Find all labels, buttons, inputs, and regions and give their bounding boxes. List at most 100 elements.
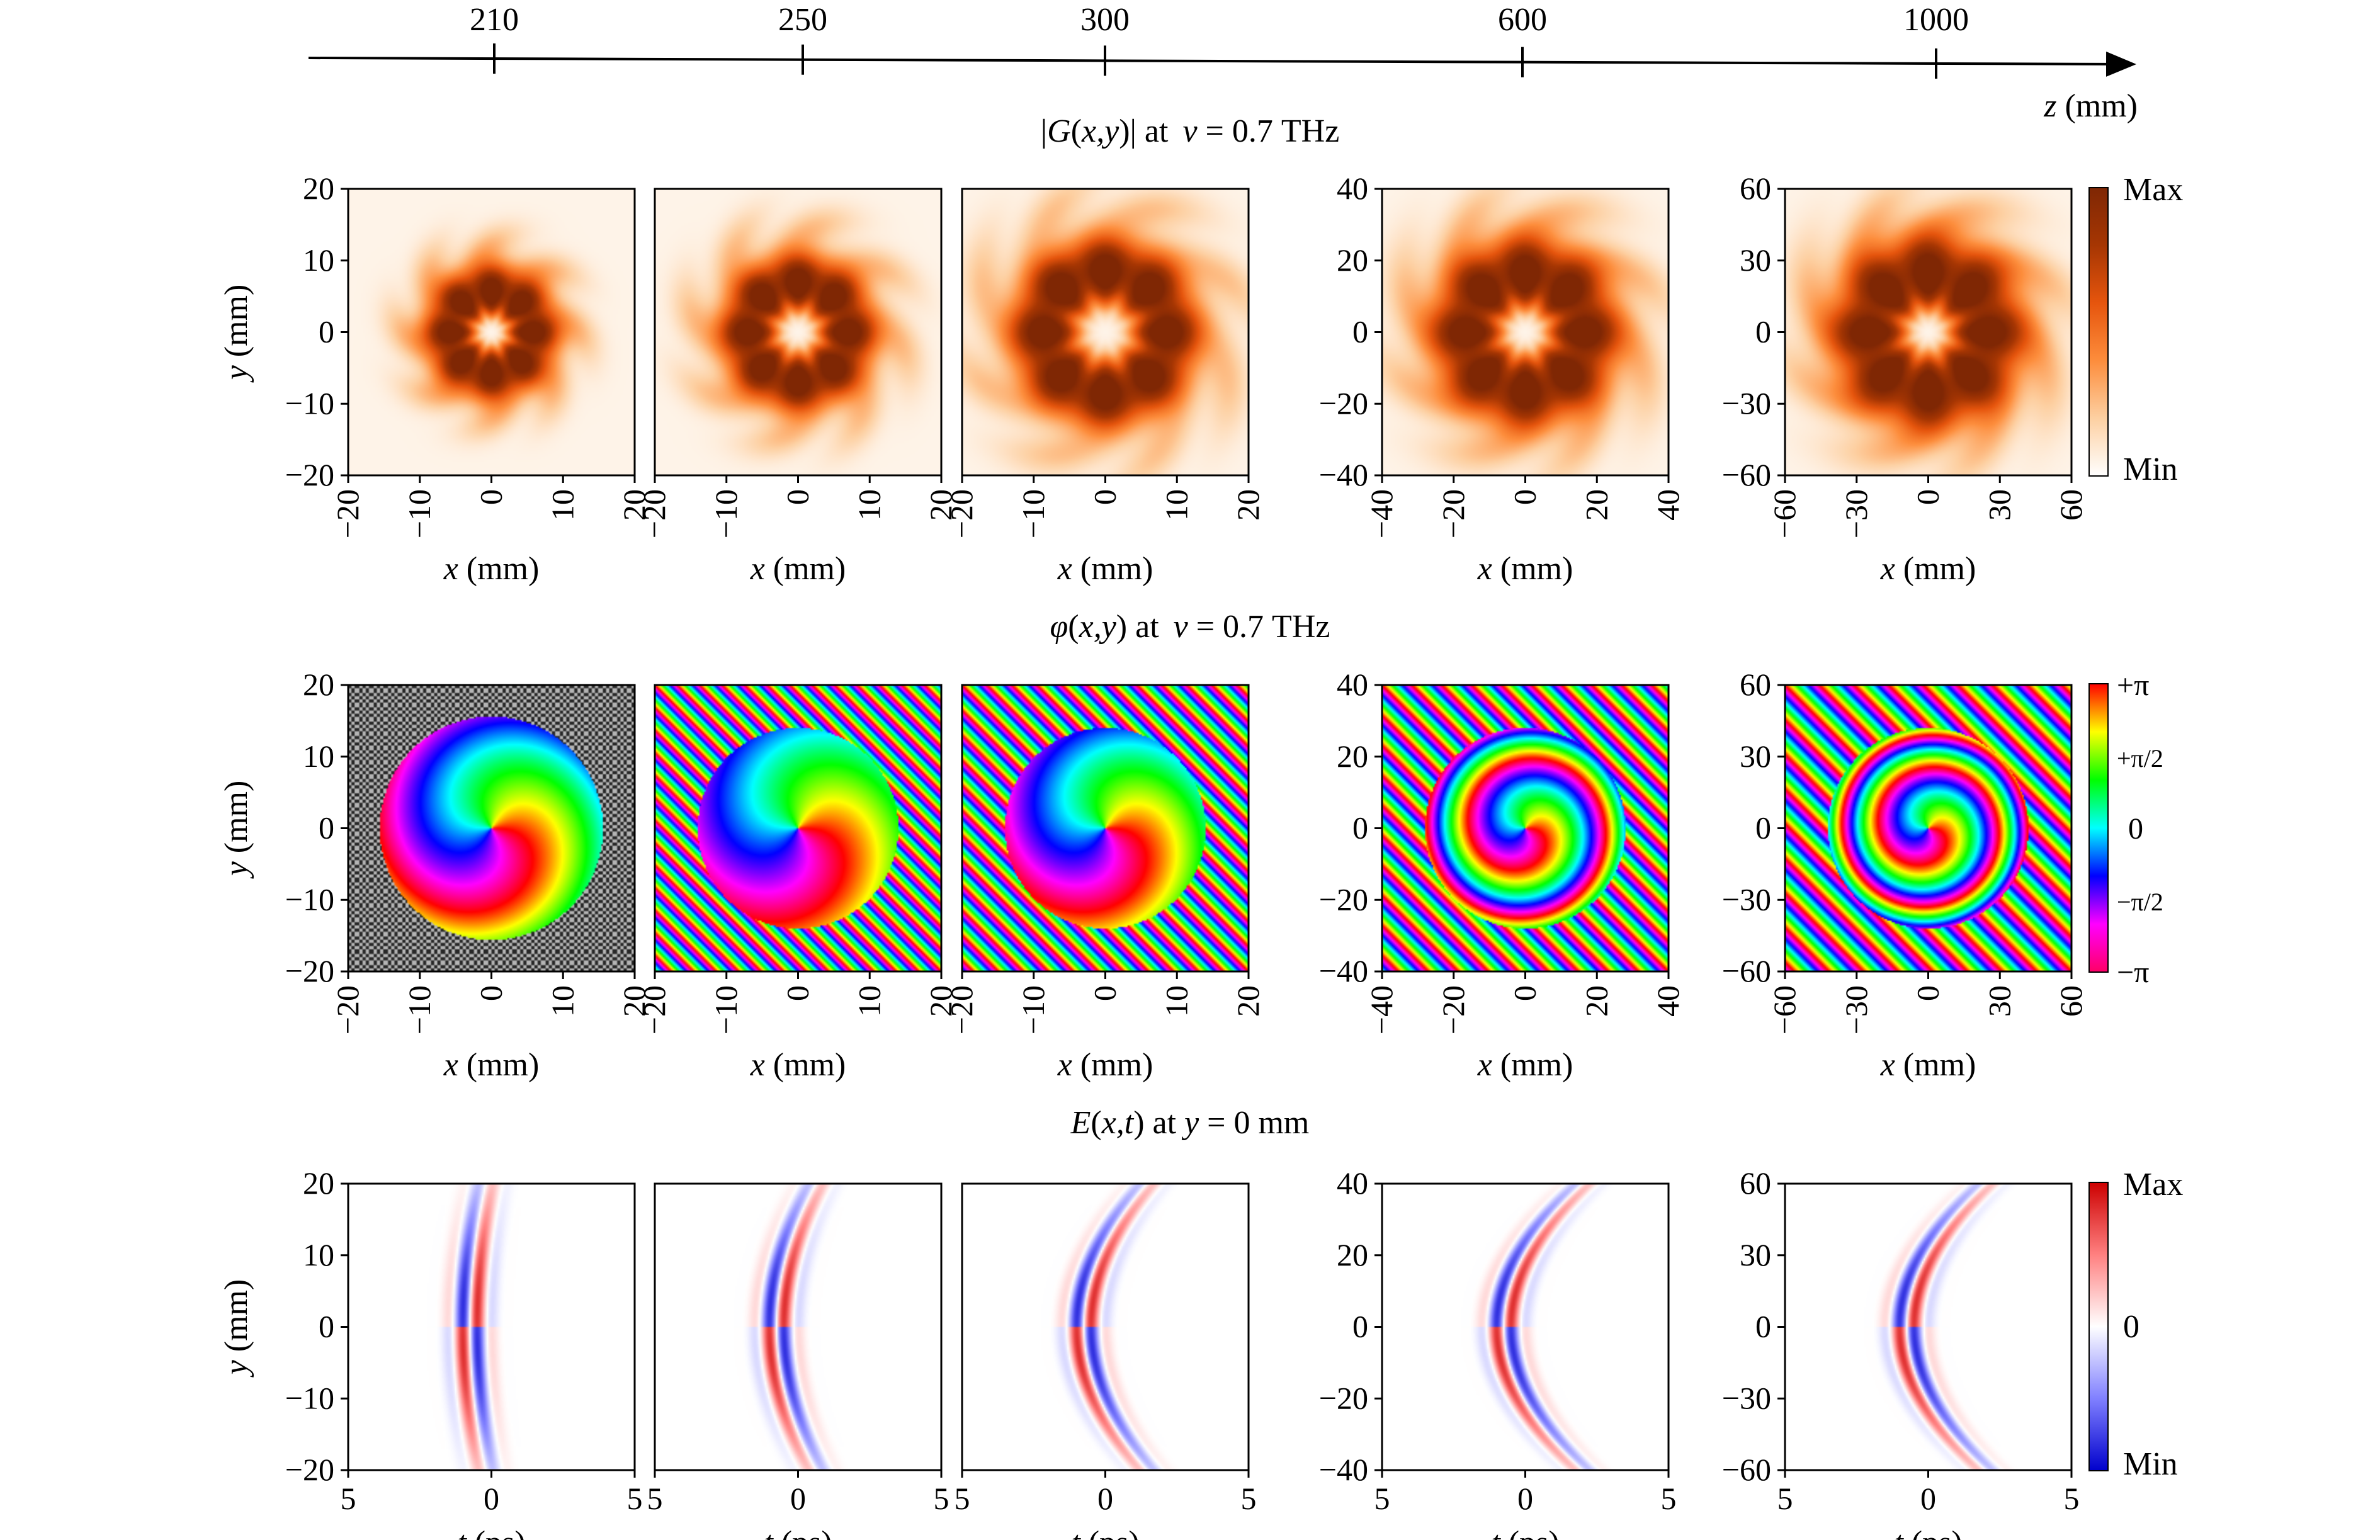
y-tick-label: 0 (319, 314, 334, 349)
amplitude-heatmap-z300 (962, 189, 1249, 475)
x-tick-label: 30 (1981, 489, 2017, 521)
y-tick-label: 0 (1755, 1309, 1771, 1344)
x-tick-label: 0 (1517, 1481, 1533, 1516)
y-tick-label: −10 (285, 385, 334, 421)
x-tick-label: 0 (1087, 985, 1123, 1001)
y-tick-label: 20 (303, 1165, 334, 1201)
x-tick-label: 5 (341, 1481, 356, 1516)
x-tick-label: 5 (1374, 1481, 1390, 1516)
x-tick-label: 5 (647, 1481, 663, 1516)
field-panel-z300: 5 0 5 t (ps) (955, 1182, 1257, 1540)
field-colorbar-min: Min (2123, 1446, 2178, 1482)
field-colorbar: Max 0 Min (2088, 1167, 2183, 1482)
y-tick-label: 0 (319, 810, 334, 846)
x-tick-label: −20 (1436, 489, 1471, 538)
amplitude-heatmap-z250 (655, 189, 941, 475)
x-tick-label: −10 (708, 985, 744, 1034)
x-tick-label: 5 (934, 1481, 949, 1516)
x-tick-label: 40 (1650, 489, 1686, 521)
z-axis: 210 250 300 600 1000 z (mm) (308, 2, 2138, 124)
y-tick-label: 0 (319, 1309, 334, 1344)
x-tick-label: 20 (1230, 985, 1266, 1017)
x-tick-label: 0 (1507, 489, 1543, 505)
t-axis-label: t (ps) (1491, 1525, 1559, 1540)
t-axis-label: t (ps) (764, 1525, 832, 1540)
y-tick-label: −20 (285, 1452, 334, 1487)
y-tick-label: 20 (1337, 242, 1368, 278)
y-tick-label: 20 (303, 667, 334, 702)
y-tick-label: 0 (1352, 1309, 1368, 1344)
amplitude-colorbar-max: Max (2123, 172, 2183, 208)
amplitude-colorbar-gradient (2088, 187, 2109, 477)
y-tick-label: 0 (1755, 314, 1771, 349)
x-tick-label: 20 (616, 489, 652, 521)
field-row-title: E(x,t) at y = 0 mm (1070, 1105, 1310, 1141)
y-axis-label: y (mm) (218, 1279, 254, 1378)
amplitude-heatmap-z210 (348, 189, 635, 475)
x-tick-label: 30 (1981, 985, 2017, 1017)
x-axis-label: x (mm) (750, 1047, 846, 1083)
x-tick-label: 10 (545, 489, 580, 521)
field-colorbar-max: Max (2123, 1167, 2183, 1203)
y-tick-label: 20 (303, 171, 334, 206)
y-tick-label: 40 (1337, 171, 1368, 206)
x-tick-label: 0 (1910, 489, 1946, 505)
y-tick-label: 40 (1337, 667, 1368, 702)
x-tick-label: −40 (1364, 489, 1399, 538)
x-tick-label: −20 (637, 489, 672, 538)
x-axis-label: x (mm) (1880, 1047, 1976, 1083)
field-panel-z250: 5 0 5 t (ps) (647, 1182, 949, 1540)
field-heatmap-z1000 (1785, 1184, 2071, 1470)
y-tick-label: 60 (1740, 171, 1771, 206)
phase-heatmap-z210 (348, 685, 635, 971)
x-tick-label: −60 (1767, 985, 1802, 1034)
x-tick-label: 0 (473, 985, 509, 1001)
y-tick-label: −20 (1319, 881, 1368, 917)
phase-colorbar-label-minus-pi: −π (2117, 956, 2149, 989)
phase-colorbar-label-zero: 0 (2128, 812, 2143, 846)
x-tick-label: −10 (402, 489, 437, 538)
x-tick-label: 0 (1097, 1481, 1113, 1516)
y-tick-label: −20 (285, 457, 334, 492)
x-tick-label: −20 (944, 985, 979, 1034)
z-tick-label: 300 (1080, 2, 1130, 38)
x-tick-label: 0 (780, 985, 815, 1001)
field-colorbar-gradient (2088, 1182, 2109, 1471)
amplitude-heatmap-z600 (1382, 189, 1669, 475)
z-axis-line (308, 51, 2136, 77)
x-tick-label: 20 (1578, 985, 1614, 1017)
phase-colorbar-label-plus-pi: +π (2117, 669, 2149, 702)
x-tick-label: −20 (330, 985, 365, 1034)
z-axis-ticks: 210 250 300 600 1000 (470, 2, 1969, 79)
amplitude-colorbar: Max Min (2088, 172, 2183, 487)
x-tick-label: 20 (1230, 489, 1266, 521)
field-heatmap-z600 (1382, 1184, 1669, 1470)
field-heatmap-z250 (655, 1184, 941, 1470)
x-tick-label: 10 (851, 489, 887, 521)
y-tick-label: 60 (1740, 667, 1771, 702)
x-axis-label: x (mm) (1477, 1047, 1573, 1083)
y-tick-label: 0 (1352, 810, 1368, 846)
x-tick-label: −20 (944, 489, 979, 538)
x-tick-label: 0 (473, 489, 509, 505)
x-tick-label: 0 (1910, 985, 1946, 1001)
t-axis-label: t (ps) (1894, 1525, 1962, 1540)
amplitude-panel-z250: −20 −10 0 10 20 x (mm) (637, 188, 958, 587)
x-tick-label: 60 (2053, 985, 2088, 1017)
phase-panel-z210: 20 10 0 −10 −20 y (mm) −20 −10 0 10 20 x (mm) (218, 667, 652, 1083)
y-tick-label: −40 (1319, 457, 1368, 492)
z-tick-label: 250 (778, 2, 827, 38)
field-heatmap-z300 (962, 1184, 1249, 1470)
field-colorbar-zero: 0 (2123, 1309, 2139, 1345)
y-tick-label: 30 (1740, 242, 1771, 278)
y-tick-label: −20 (285, 953, 334, 988)
phase-heatmap-z600 (1382, 685, 1669, 971)
x-tick-label: −10 (1016, 985, 1051, 1034)
y-tick-label: 40 (1337, 1165, 1368, 1201)
y-tick-label: 60 (1740, 1165, 1771, 1201)
x-tick-label: 5 (1661, 1481, 1677, 1516)
x-tick-label: 20 (1578, 489, 1614, 521)
x-tick-label: 0 (790, 1481, 806, 1516)
